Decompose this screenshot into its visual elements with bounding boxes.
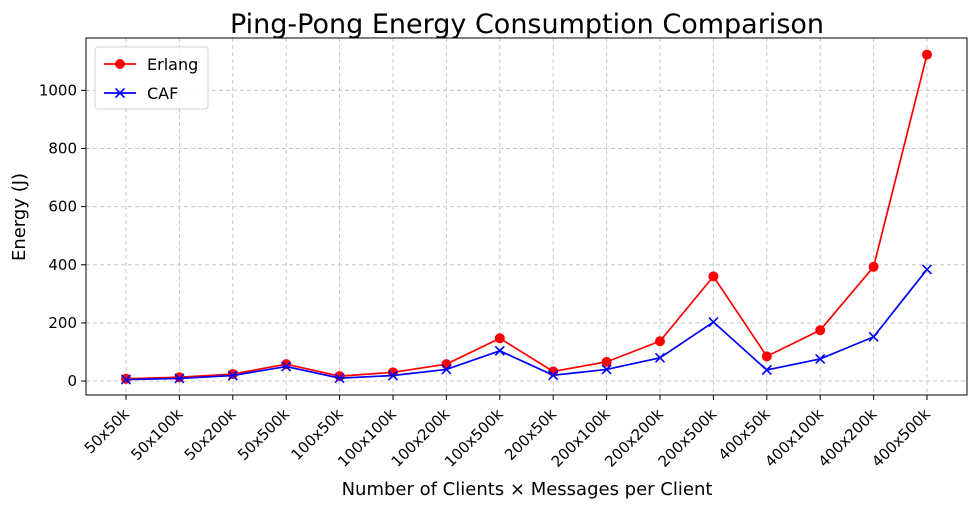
data-point-caf-stroke-b: [708, 316, 719, 328]
data-point-erlang: [761, 351, 772, 362]
legend-label-erlang: Erlang: [147, 55, 198, 74]
data-point-caf-stroke-b: [174, 373, 185, 384]
data-point-caf: [494, 345, 505, 356]
x-tick-label: 50x500k: [234, 405, 293, 464]
y-tick-label: 200: [48, 314, 77, 332]
legend-item-caf: CAF: [104, 84, 178, 103]
data-point-erlang: [922, 49, 932, 60]
data-point-caf: [548, 370, 559, 381]
y-axis: 0 200 400 600 800 1000: [39, 81, 86, 390]
legend-marker-erlang: [115, 59, 125, 69]
data-point-erlang: [227, 369, 238, 380]
plot-frame: [85, 37, 968, 396]
data-point-caf: [174, 373, 185, 384]
data-point-caf-stroke-b: [441, 364, 452, 375]
data-point-caf-stroke-b: [281, 361, 292, 372]
data-point-caf-stroke-b: [227, 370, 238, 381]
y-tick-label: 1000: [39, 81, 77, 99]
data-point-erlang: [174, 372, 185, 383]
data-point-erlang: [708, 271, 719, 282]
data-point-caf-stroke-b: [120, 374, 132, 385]
data-point-caf-stroke-b: [761, 364, 772, 376]
grid: [86, 38, 967, 395]
data-point-caf: [227, 370, 238, 381]
data-point-caf: [601, 364, 612, 375]
data-point-caf-stroke-b: [548, 370, 559, 381]
data-point-erlang: [494, 333, 505, 344]
data-point-caf-stroke-b: [868, 331, 879, 342]
x-tick-label: 50x100k: [127, 405, 186, 464]
series-layer: [120, 49, 933, 385]
data-point-caf-stroke-b: [654, 352, 666, 363]
y-tick-label: 0: [67, 372, 77, 390]
legend-item-erlang: Erlang: [104, 55, 198, 74]
data-point-caf: [868, 331, 879, 342]
y-axis-label: Energy (J): [9, 173, 30, 261]
legend-marker-caf-stroke-b: [114, 87, 126, 99]
series-caf: [120, 264, 933, 385]
data-point-caf: [120, 374, 132, 385]
x-tick-label: 400x500k: [868, 405, 934, 471]
legend-label-caf: CAF: [147, 84, 178, 103]
data-point-caf-stroke-b: [387, 370, 399, 381]
data-point-caf: [334, 373, 345, 384]
data-point-caf: [654, 352, 666, 363]
data-point-erlang: [868, 261, 879, 272]
data-point-caf-stroke-b: [815, 353, 826, 365]
data-point-caf: [708, 316, 719, 328]
data-point-caf-stroke-b: [921, 264, 933, 275]
y-tick-label: 800: [48, 139, 77, 157]
data-point-caf: [761, 364, 772, 376]
data-point-caf: [815, 353, 826, 365]
data-point-caf: [281, 361, 292, 372]
x-axis-label: Number of Clients × Messages per Client: [342, 479, 713, 500]
x-tick-label: 200x500k: [655, 405, 721, 471]
data-point-caf-stroke-b: [334, 373, 345, 384]
legend: Erlang CAF: [94, 46, 209, 110]
x-axis: 50x50k50x100k50x200k50x500k100x50k100x10…: [81, 395, 934, 471]
data-point-erlang: [655, 336, 665, 347]
y-tick-label: 600: [48, 198, 77, 216]
data-point-erlang: [815, 325, 826, 336]
x-tick-label: 50x200k: [181, 405, 240, 464]
y-tick-label: 400: [48, 256, 77, 274]
data-point-erlang: [601, 356, 612, 367]
x-tick-label: 100x500k: [441, 405, 507, 471]
data-point-caf: [921, 264, 933, 275]
legend-marker-caf: [114, 87, 126, 99]
series-erlang: [121, 49, 932, 384]
x-tick-label: 50x50k: [81, 405, 133, 457]
chart-title: Ping-Pong Energy Consumption Comparison: [230, 9, 824, 40]
data-point-caf-stroke-b: [494, 345, 505, 356]
data-point-caf: [441, 364, 452, 375]
data-point-caf: [387, 370, 399, 381]
series-line-erlang: [125, 54, 928, 380]
data-point-caf-stroke-b: [601, 364, 612, 375]
series-line-caf: [125, 268, 928, 381]
